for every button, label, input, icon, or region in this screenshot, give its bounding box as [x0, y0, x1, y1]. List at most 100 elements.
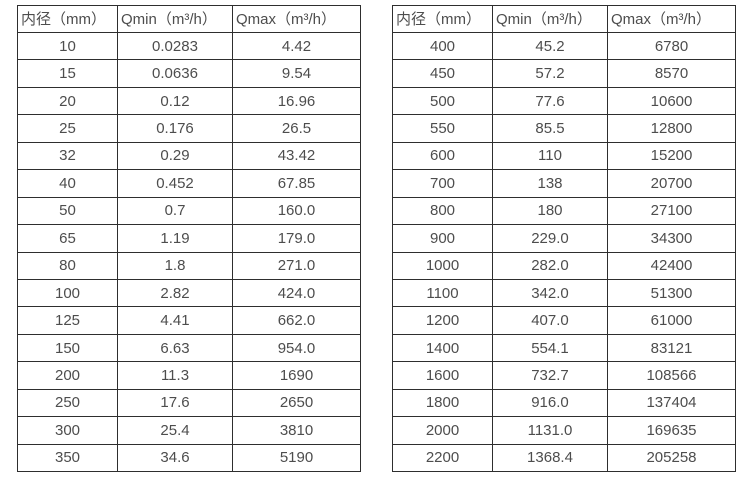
- table-row: 350 34.6 5190: [17, 443, 361, 473]
- table-cell: 67.85: [232, 169, 361, 198]
- table-cell: 43.42: [232, 141, 361, 171]
- table-cell: 900: [392, 224, 493, 253]
- table-cell: 662.0: [232, 306, 361, 335]
- table-cell: 1600: [392, 361, 493, 390]
- table-cell: 200: [17, 361, 118, 390]
- table-cell: 125: [17, 306, 118, 335]
- table-cell: 80: [17, 251, 118, 280]
- table-row: 1100 342.0 51300: [392, 278, 736, 308]
- table-cell: 282.0: [492, 251, 608, 280]
- table-cell: 600: [392, 141, 493, 171]
- table-row: 550 85.5 12800: [392, 114, 736, 143]
- table-cell: 916.0: [492, 388, 608, 418]
- table-cell: 138: [492, 169, 608, 198]
- table-cell: 0.7: [117, 196, 233, 226]
- table-cell: 0.12: [117, 86, 233, 116]
- header-cell: Qmin（m³/h）: [492, 5, 608, 33]
- table-row: 20 0.12 16.96: [17, 86, 361, 116]
- table-cell: 12800: [607, 114, 736, 143]
- table-cell: 550: [392, 114, 493, 143]
- table-cell: 5190: [232, 443, 361, 473]
- table-row: 700 138 20700: [392, 169, 736, 198]
- header-row: 内径（mm） Qmin（m³/h） Qmax（m³/h）: [17, 5, 361, 33]
- table-cell: 169635: [607, 416, 736, 445]
- table-cell: 11.3: [117, 361, 233, 390]
- table-cell: 32: [17, 141, 118, 171]
- table-row: 65 1.19 179.0: [17, 224, 361, 253]
- header-cell: Qmax（m³/h）: [607, 5, 736, 33]
- table-cell: 800: [392, 196, 493, 226]
- table-row: 100 2.82 424.0: [17, 278, 361, 308]
- table-cell: 1690: [232, 361, 361, 390]
- table-cell: 25.4: [117, 416, 233, 445]
- table-row: 1400 554.1 83121: [392, 333, 736, 363]
- table-cell: 954.0: [232, 333, 361, 363]
- table-cell: 205258: [607, 443, 736, 473]
- table-cell: 250: [17, 388, 118, 418]
- table-cell: 4.42: [232, 31, 361, 61]
- tables-container: 内径（mm） Qmin（m³/h） Qmax（m³/h） 10 0.0283 4.42 1…: [17, 5, 736, 473]
- table-cell: 0.0636: [117, 59, 233, 88]
- table-cell: 180: [492, 196, 608, 226]
- table-row: 40 0.452 67.85: [17, 169, 361, 198]
- table-row: 900 229.0 34300: [392, 224, 736, 253]
- table-cell: 85.5: [492, 114, 608, 143]
- table-cell: 25: [17, 114, 118, 143]
- table-cell: 10600: [607, 86, 736, 116]
- table-cell: 2200: [392, 443, 493, 473]
- table-cell: 450: [392, 59, 493, 88]
- table-cell: 83121: [607, 333, 736, 363]
- table-cell: 17.6: [117, 388, 233, 418]
- table-cell: 77.6: [492, 86, 608, 116]
- table-row: 500 77.6 10600: [392, 86, 736, 116]
- table-cell: 10: [17, 31, 118, 61]
- table-row: 250 17.6 2650: [17, 388, 361, 418]
- table-row: 2200 1368.4 205258: [392, 443, 736, 473]
- table-row: 32 0.29 43.42: [17, 141, 361, 171]
- table-cell: 407.0: [492, 306, 608, 335]
- table-cell: 179.0: [232, 224, 361, 253]
- table-row: 2000 1131.0 169635: [392, 416, 736, 445]
- table-cell: 160.0: [232, 196, 361, 226]
- table-row: 1600 732.7 108566: [392, 361, 736, 390]
- table-cell: 350: [17, 443, 118, 473]
- table-row: 300 25.4 3810: [17, 416, 361, 445]
- table-cell: 26.5: [232, 114, 361, 143]
- header-cell: Qmax（m³/h）: [232, 5, 361, 33]
- table-row: 1000 282.0 42400: [392, 251, 736, 280]
- table-cell: 15: [17, 59, 118, 88]
- table-cell: 16.96: [232, 86, 361, 116]
- table-cell: 6780: [607, 31, 736, 61]
- table-cell: 300: [17, 416, 118, 445]
- table-row: 25 0.176 26.5: [17, 114, 361, 143]
- table-cell: 150: [17, 333, 118, 363]
- table-cell: 61000: [607, 306, 736, 335]
- table-cell: 34.6: [117, 443, 233, 473]
- table-cell: 110: [492, 141, 608, 171]
- header-cell: 内径（mm）: [17, 5, 118, 33]
- table-cell: 1400: [392, 333, 493, 363]
- table-cell: 20700: [607, 169, 736, 198]
- table-row: 10 0.0283 4.42: [17, 31, 361, 61]
- table-cell: 229.0: [492, 224, 608, 253]
- table-cell: 2000: [392, 416, 493, 445]
- table-cell: 65: [17, 224, 118, 253]
- table-cell: 51300: [607, 278, 736, 308]
- table-row: 80 1.8 271.0: [17, 251, 361, 280]
- table-cell: 1.19: [117, 224, 233, 253]
- table-cell: 700: [392, 169, 493, 198]
- flow-rate-table-large-diameters: 内径（mm） Qmin（m³/h） Qmax（m³/h） 400 45.2 6780 45…: [392, 5, 736, 473]
- table-cell: 1000: [392, 251, 493, 280]
- table-cell: 27100: [607, 196, 736, 226]
- table-cell: 2650: [232, 388, 361, 418]
- table-cell: 45.2: [492, 31, 608, 61]
- table-cell: 1368.4: [492, 443, 608, 473]
- header-row: 内径（mm） Qmin（m³/h） Qmax（m³/h）: [392, 5, 736, 33]
- flow-rate-table-small-diameters: 内径（mm） Qmin（m³/h） Qmax（m³/h） 10 0.0283 4.42 1…: [17, 5, 361, 473]
- table-cell: 554.1: [492, 333, 608, 363]
- table-cell: 20: [17, 86, 118, 116]
- table-cell: 2.82: [117, 278, 233, 308]
- table-row: 150 6.63 954.0: [17, 333, 361, 363]
- table-row: 125 4.41 662.0: [17, 306, 361, 335]
- table-cell: 40: [17, 169, 118, 198]
